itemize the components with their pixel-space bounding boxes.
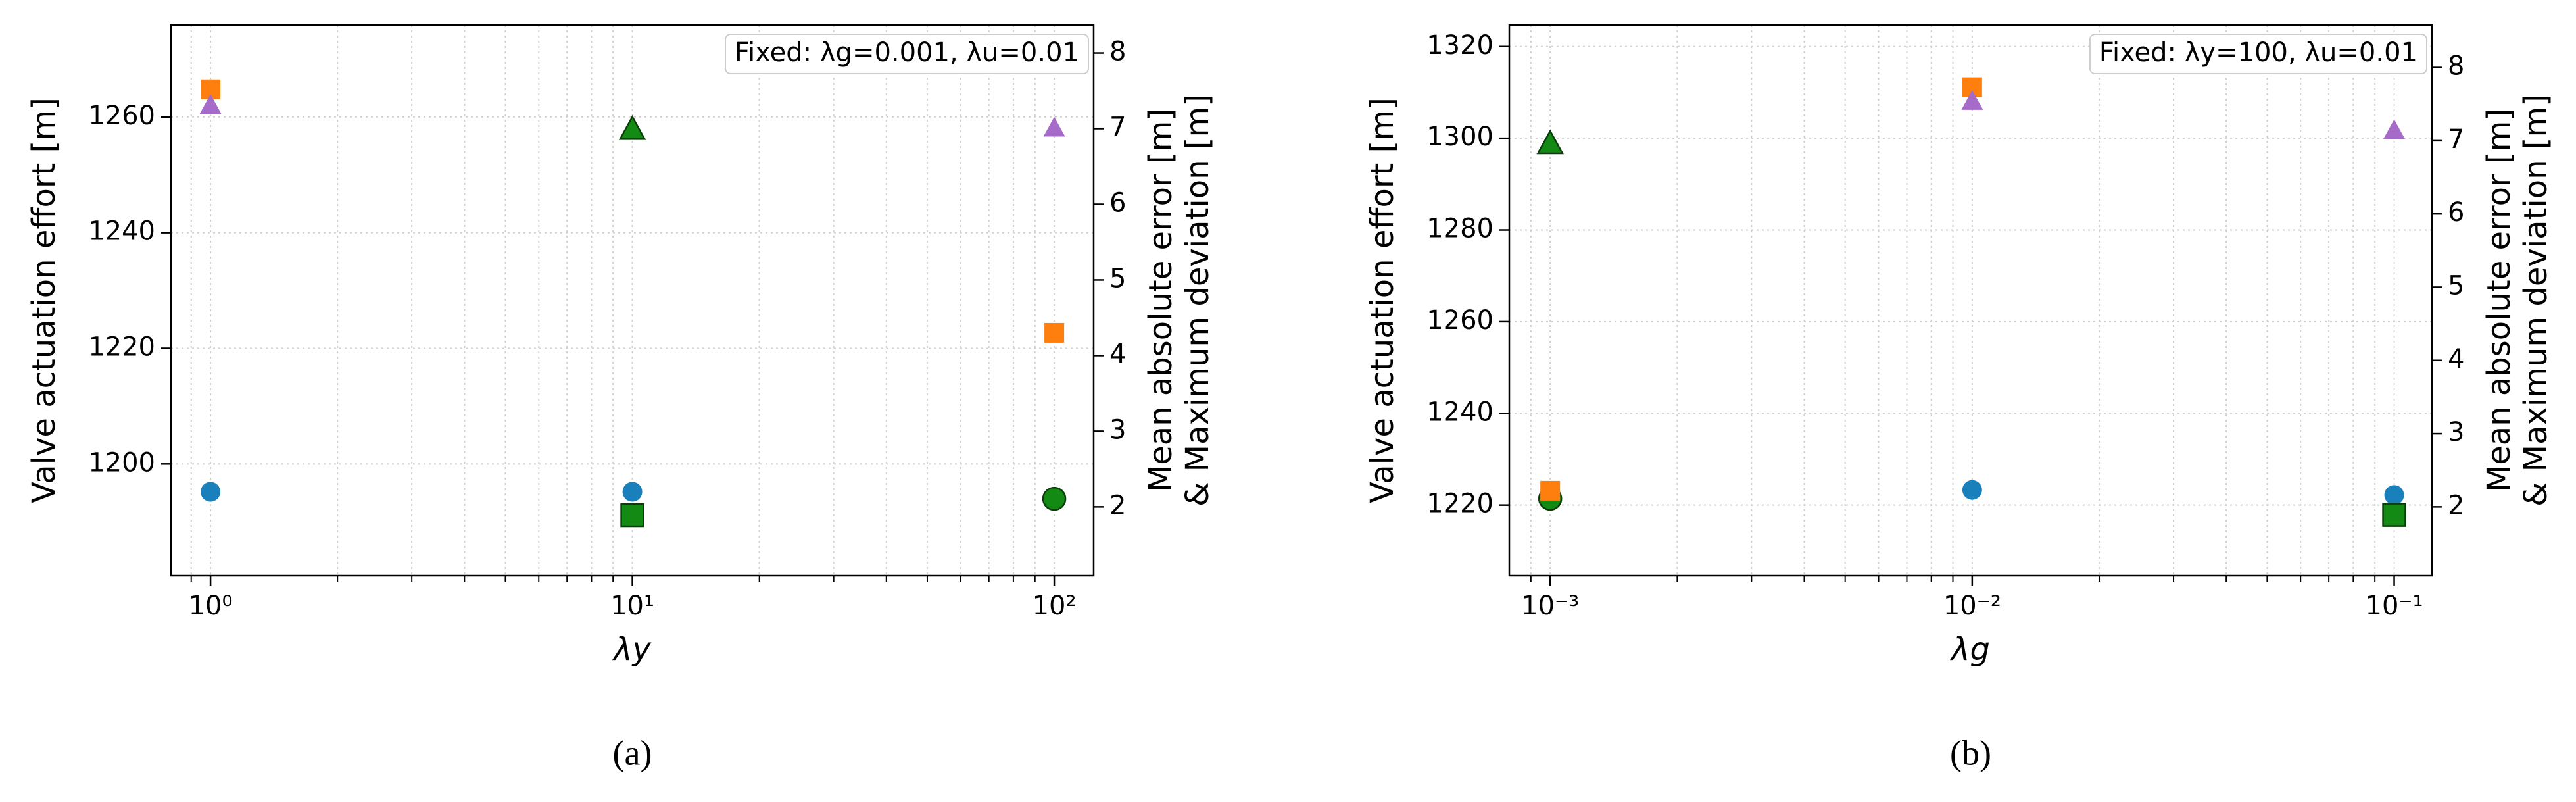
marker-square: [1044, 322, 1065, 343]
x-tick-label: 10²: [1033, 591, 1077, 621]
y2-tick-label: 6: [1109, 188, 1126, 218]
plot-frame: [1508, 24, 2433, 577]
marker-square: [2382, 503, 2406, 527]
x-tick-label: 10⁰: [189, 591, 233, 621]
x-axis-label: λy: [612, 631, 651, 668]
y2-tick-label: 8: [1109, 37, 1126, 67]
y2-axis-label: Mean absolute error [m]: [1142, 109, 1179, 492]
y-tick-label: 1220: [1426, 489, 1494, 519]
marker-triangle: [199, 94, 222, 114]
marker-square: [620, 503, 644, 528]
y2-tick-label: 2: [2448, 490, 2464, 520]
y2-tick-label: 8: [2448, 51, 2464, 82]
annotation: Fixed: λg=0.001, λu=0.01: [735, 38, 1079, 68]
y2-tick-label: 4: [1109, 339, 1126, 369]
y2-tick-label: 6: [2448, 197, 2464, 228]
caption: (b): [1950, 733, 1991, 772]
y2-axis-label: & Maximum deviation [m]: [2517, 94, 2554, 507]
y2-tick-label: 7: [1109, 113, 1126, 143]
y-tick-label: 1260: [1426, 305, 1494, 336]
y2-axis-label: & Maximum deviation [m]: [1179, 94, 1216, 507]
marker-triangle: [1536, 129, 1564, 155]
y2-tick-label: 7: [2448, 124, 2464, 155]
y2-tick-label: 3: [2448, 417, 2464, 447]
caption: (a): [613, 733, 652, 772]
y-tick-label: 1320: [1426, 30, 1494, 61]
y2-tick-label: 3: [1109, 414, 1126, 445]
marker-square: [1540, 480, 1561, 501]
marker-circle: [1962, 480, 1982, 500]
marker-triangle: [618, 114, 646, 140]
x-tick-label: 10⁻³: [1521, 591, 1579, 621]
chart-panel: 10⁰ 10¹ 10² 1200 1220 1240 1260 2 3 4 5 6 7 8 Fixed: λ…: [26, 24, 1216, 772]
plot-frame: [170, 24, 1095, 577]
marker-circle: [2384, 485, 2404, 505]
y-tick-label: 1280: [1426, 214, 1494, 244]
x-tick-label: 10¹: [610, 591, 654, 621]
marker-triangle: [1961, 89, 1983, 110]
chart-panel: 10⁻³ 10⁻² 10⁻¹ 1220 1240 1260 1280 1300 1320 2 3 4 5…: [1364, 24, 2554, 772]
annotation: Fixed: λy=100, λu=0.01: [2099, 38, 2418, 68]
annotation-box: [2089, 34, 2427, 74]
marker-triangle: [2383, 119, 2406, 139]
y2-tick-label: 4: [2448, 344, 2464, 374]
y-tick-label: 1200: [88, 447, 155, 478]
y-tick-label: 1240: [88, 216, 155, 247]
marker-circle: [201, 482, 221, 502]
y-tick-label: 1240: [1426, 397, 1494, 427]
y2-axis-label: Mean absolute error [m]: [2481, 109, 2517, 492]
annotation-box: [725, 34, 1089, 74]
marker-circle: [622, 482, 643, 502]
y2-tick-label: 5: [2448, 270, 2464, 301]
y-tick-label: 1260: [88, 101, 155, 131]
x-axis-label: λg: [1949, 631, 1990, 668]
x-tick-label: 10⁻²: [1943, 591, 2001, 621]
y2-tick-label: 2: [1109, 490, 1126, 520]
y-tick-label: 1300: [1426, 122, 1494, 152]
marker-circle: [1042, 486, 1067, 511]
marker-triangle: [1043, 116, 1065, 137]
x-tick-label: 10⁻¹: [2366, 591, 2423, 621]
y-axis-label: Valve actuation effort [m]: [26, 97, 62, 503]
y-tick-label: 1220: [88, 332, 155, 362]
y-axis-label: Valve actuation effort [m]: [1364, 97, 1401, 503]
y2-tick-label: 5: [1109, 263, 1126, 293]
